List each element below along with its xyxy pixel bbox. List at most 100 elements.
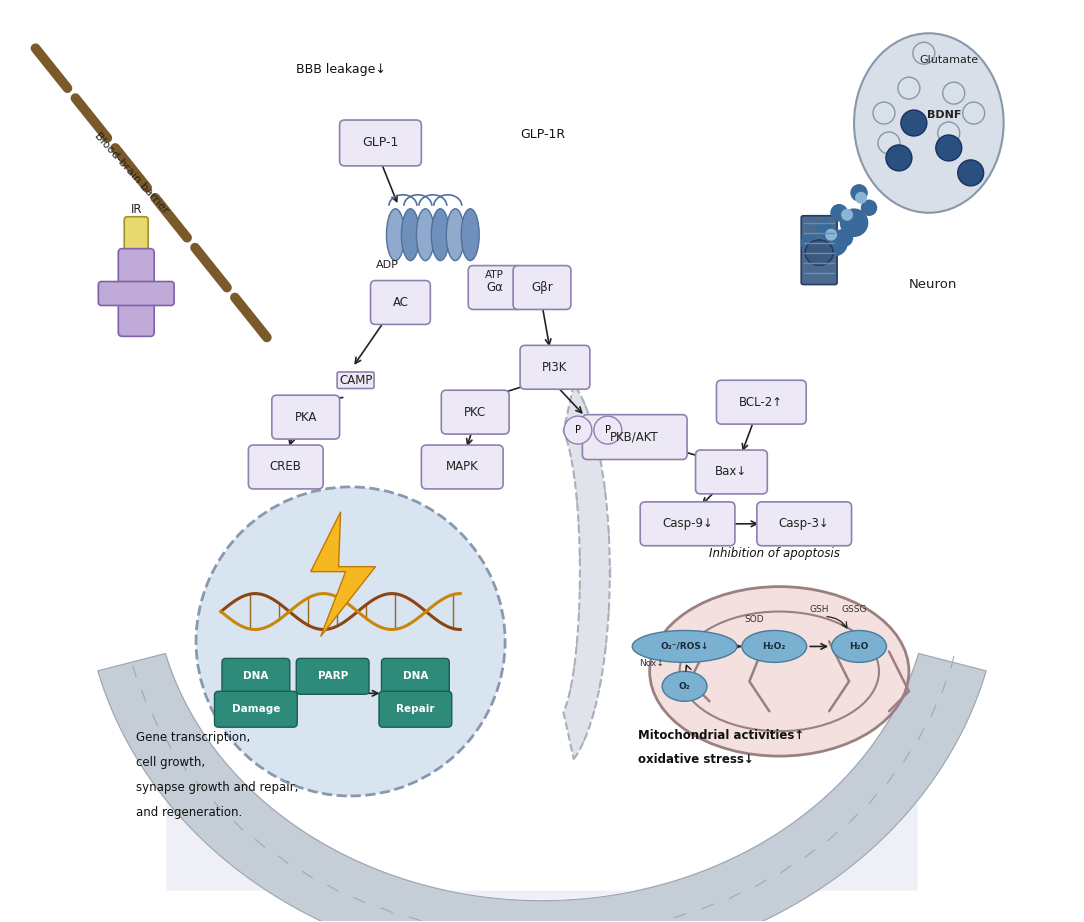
Circle shape — [821, 229, 848, 256]
Text: Gβr: Gβr — [531, 281, 553, 294]
Text: SOD: SOD — [745, 615, 764, 623]
Ellipse shape — [416, 208, 435, 261]
FancyBboxPatch shape — [582, 415, 687, 459]
Ellipse shape — [831, 631, 887, 662]
FancyBboxPatch shape — [248, 445, 323, 489]
Text: Damage: Damage — [232, 704, 280, 715]
FancyBboxPatch shape — [125, 217, 149, 261]
Ellipse shape — [401, 208, 420, 261]
Circle shape — [810, 213, 839, 242]
Circle shape — [825, 229, 837, 241]
Text: DNA: DNA — [402, 671, 428, 681]
Ellipse shape — [741, 631, 806, 662]
Text: P: P — [605, 425, 610, 435]
Ellipse shape — [901, 110, 927, 136]
FancyBboxPatch shape — [118, 249, 154, 337]
Text: PI3K: PI3K — [542, 361, 568, 373]
Text: GSH: GSH — [810, 605, 829, 613]
Polygon shape — [311, 512, 375, 636]
Circle shape — [846, 179, 873, 207]
Text: PKB/AKT: PKB/AKT — [610, 431, 659, 443]
Ellipse shape — [935, 135, 962, 161]
Text: Gα: Gα — [487, 281, 504, 294]
Ellipse shape — [805, 240, 834, 266]
Text: GLP-1R: GLP-1R — [520, 128, 565, 141]
Text: O₂: O₂ — [679, 682, 691, 691]
Text: synapse growth and repair,: synapse growth and repair, — [137, 781, 298, 794]
Text: CAMP: CAMP — [339, 373, 372, 386]
Text: Glutamate: Glutamate — [919, 55, 979, 65]
FancyBboxPatch shape — [468, 266, 522, 310]
Ellipse shape — [805, 240, 834, 266]
Circle shape — [853, 193, 885, 223]
Ellipse shape — [913, 42, 934, 65]
Text: and regeneration.: and regeneration. — [137, 806, 243, 819]
FancyBboxPatch shape — [641, 502, 735, 546]
FancyBboxPatch shape — [382, 658, 449, 694]
Ellipse shape — [886, 145, 912, 171]
Text: ADP: ADP — [375, 260, 399, 269]
FancyBboxPatch shape — [801, 216, 837, 285]
Text: BDNF: BDNF — [927, 110, 962, 120]
Text: PARP: PARP — [318, 671, 348, 681]
Ellipse shape — [447, 208, 464, 261]
FancyBboxPatch shape — [696, 450, 767, 494]
Text: oxidative stress↓: oxidative stress↓ — [637, 753, 753, 766]
Text: BCL-2↑: BCL-2↑ — [739, 396, 784, 408]
Circle shape — [855, 192, 867, 204]
Ellipse shape — [963, 102, 984, 124]
Text: AC: AC — [392, 296, 409, 309]
Ellipse shape — [196, 487, 505, 796]
Text: PKC: PKC — [464, 406, 487, 419]
Text: H₂O₂: H₂O₂ — [763, 642, 786, 651]
Ellipse shape — [649, 586, 908, 756]
Text: Casp-9↓: Casp-9↓ — [662, 517, 713, 530]
FancyBboxPatch shape — [441, 390, 509, 434]
Text: Neuron: Neuron — [908, 278, 957, 290]
Circle shape — [844, 213, 863, 232]
Circle shape — [835, 229, 853, 247]
Text: ATP: ATP — [486, 269, 504, 279]
Text: Repair: Repair — [396, 704, 435, 715]
Text: CREB: CREB — [270, 460, 301, 474]
Circle shape — [564, 416, 592, 444]
Text: Mitochondrial activities↑: Mitochondrial activities↑ — [637, 729, 804, 742]
FancyBboxPatch shape — [296, 658, 369, 694]
FancyBboxPatch shape — [222, 658, 289, 694]
Text: H₂O: H₂O — [850, 642, 868, 651]
Text: Casp-3↓: Casp-3↓ — [778, 517, 829, 530]
Text: PKA: PKA — [295, 410, 317, 423]
FancyBboxPatch shape — [339, 120, 422, 166]
FancyBboxPatch shape — [717, 380, 806, 424]
FancyBboxPatch shape — [757, 502, 852, 546]
FancyBboxPatch shape — [272, 396, 339, 439]
Text: GLP-1: GLP-1 — [362, 136, 399, 149]
Ellipse shape — [805, 240, 834, 266]
FancyBboxPatch shape — [379, 692, 452, 727]
Text: P: P — [575, 425, 581, 435]
Ellipse shape — [873, 102, 895, 124]
Ellipse shape — [662, 671, 707, 702]
Text: BBB leakage↓: BBB leakage↓ — [296, 64, 386, 77]
FancyBboxPatch shape — [371, 280, 430, 325]
Ellipse shape — [938, 122, 959, 144]
Circle shape — [594, 416, 622, 444]
Text: Inhibition of apoptosis: Inhibition of apoptosis — [710, 547, 840, 560]
Text: Gene transcription,: Gene transcription, — [137, 731, 250, 744]
Text: DNA: DNA — [243, 671, 269, 681]
Circle shape — [801, 234, 817, 251]
Circle shape — [828, 202, 850, 223]
Ellipse shape — [958, 160, 983, 186]
Ellipse shape — [854, 33, 1004, 213]
FancyBboxPatch shape — [99, 281, 175, 305]
Polygon shape — [166, 654, 918, 900]
FancyBboxPatch shape — [215, 692, 297, 727]
Ellipse shape — [898, 77, 920, 99]
Text: O₂⁻/ROS↓: O₂⁻/ROS↓ — [660, 642, 709, 651]
Polygon shape — [564, 384, 610, 759]
Ellipse shape — [462, 208, 479, 261]
Text: MAPK: MAPK — [446, 460, 479, 474]
Ellipse shape — [387, 208, 404, 261]
Ellipse shape — [878, 132, 900, 154]
Polygon shape — [98, 654, 986, 922]
